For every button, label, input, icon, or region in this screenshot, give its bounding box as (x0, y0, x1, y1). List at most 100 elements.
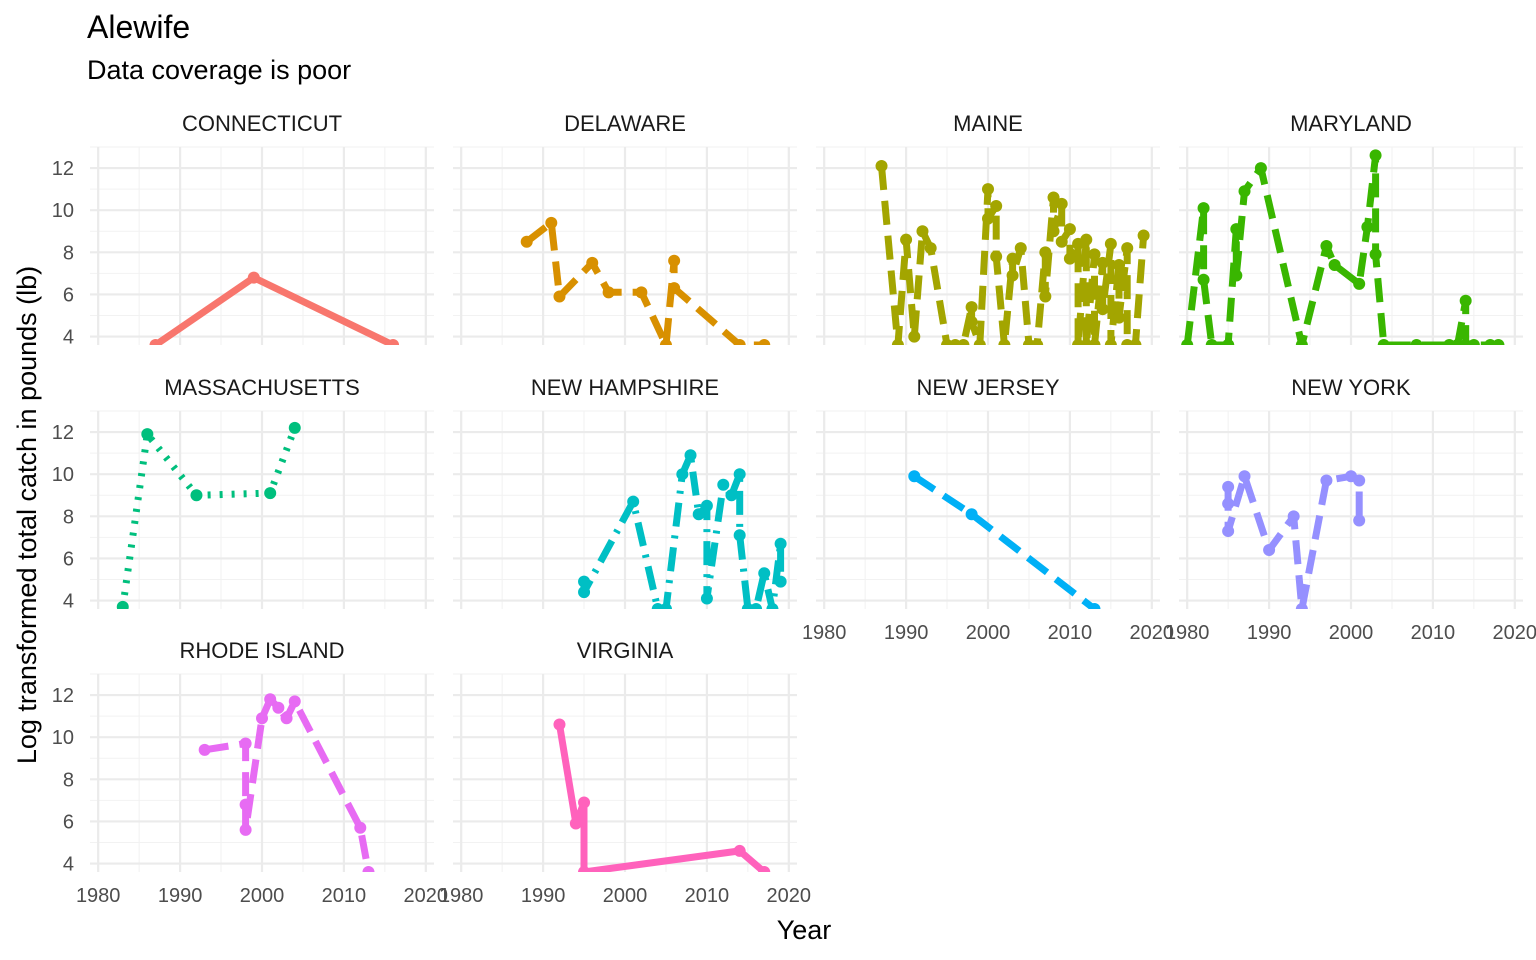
facet-label-rhode-island: RHODE ISLAND (179, 638, 344, 663)
data-point-new-hampshire (578, 575, 591, 588)
y-tick-label: 6 (63, 284, 74, 306)
y-tick-label: 12 (52, 158, 74, 180)
data-point-maine (982, 183, 994, 196)
series-new-york (1222, 470, 1366, 609)
x-tick-label: 2000 (240, 885, 285, 907)
data-point-delaware (668, 254, 681, 267)
panel-new-hampshire: NEW HAMPSHIRE (453, 375, 797, 609)
data-point-new-hampshire (659, 603, 672, 609)
y-tick-label: 10 (52, 200, 74, 222)
data-point-delaware (733, 339, 746, 345)
y-tick-label: 6 (63, 548, 74, 570)
data-point-new-york (1222, 480, 1235, 493)
y-tick-label: 4 (63, 327, 74, 349)
data-point-new-york (1295, 603, 1308, 609)
panel-rhode-island: RHODE ISLAND 4 6 8 10 12 1980 1990 2000 2010 2020 (52, 638, 448, 907)
data-point-maryland (1238, 185, 1251, 198)
data-point-maine (1047, 225, 1060, 238)
series-maryland (1181, 149, 1505, 345)
facet-label-maryland: MARYLAND (1290, 111, 1412, 136)
data-point-new-hampshire (733, 529, 746, 542)
data-point-maine (1096, 256, 1109, 269)
x-tick-label: 2000 (1329, 622, 1374, 644)
data-point-delaware (659, 339, 672, 345)
panel-massachusetts: MASSACHUSETTS 4 6 8 10 12 (52, 375, 434, 613)
data-point-delaware (586, 256, 599, 269)
data-point-virginia (569, 817, 582, 830)
data-point-delaware (545, 216, 558, 229)
data-point-maine (973, 339, 986, 345)
data-point-new-jersey (908, 470, 921, 483)
y-tick-label: 4 (63, 591, 74, 613)
data-point-rhode-island (272, 701, 285, 714)
x-tick-label: 1980 (76, 885, 121, 907)
data-point-massachusetts (190, 489, 203, 502)
data-point-new-hampshire (717, 478, 730, 491)
data-point-new-hampshire (774, 575, 787, 588)
data-point-maryland (1222, 339, 1235, 345)
data-point-new-york (1222, 497, 1235, 510)
data-point-new-jersey (1088, 603, 1101, 609)
data-point-new-hampshire (750, 603, 763, 609)
x-tick-label: 2010 (685, 885, 730, 907)
data-point-maryland (1181, 339, 1194, 345)
data-point-new-hampshire (725, 489, 738, 502)
x-axis-title: Year (777, 915, 832, 945)
data-point-new-hampshire (692, 508, 705, 521)
panel-new-jersey: NEW JERSEY 1980 1990 2000 2010 2020 (802, 375, 1174, 644)
data-point-maine (1031, 339, 1044, 345)
data-point-virginia (578, 796, 591, 809)
data-point-maine (1063, 252, 1076, 265)
facet-label-virginia: VIRGINIA (577, 638, 674, 663)
y-tick-label: 12 (52, 685, 74, 707)
series-connecticut (149, 271, 400, 345)
data-point-maryland (1361, 221, 1374, 234)
x-tick-label: 1980 (439, 885, 484, 907)
data-point-maine (1039, 246, 1052, 259)
y-tick-label: 10 (52, 727, 74, 749)
data-point-maine (990, 250, 1003, 263)
data-point-maine (1055, 235, 1068, 248)
data-point-rhode-island (239, 798, 252, 811)
data-point-connecticut (387, 339, 400, 345)
panel-delaware: DELAWARE (453, 111, 797, 345)
data-point-maine (924, 242, 937, 255)
data-point-new-york (1320, 474, 1333, 487)
data-point-rhode-island (280, 712, 293, 725)
data-point-maine (990, 199, 1003, 212)
data-point-new-hampshire (766, 603, 779, 609)
x-tick-label: 2020 (404, 885, 449, 907)
data-point-new-hampshire (578, 586, 591, 599)
series-line-maryland (1183, 151, 1499, 345)
series-line-maine (878, 165, 1148, 345)
data-point-new-hampshire (758, 567, 771, 580)
data-point-maryland (1295, 339, 1308, 345)
data-point-rhode-island (362, 866, 375, 872)
facet-label-massachusetts: MASSACHUSETTS (164, 375, 360, 400)
data-point-maryland (1467, 339, 1480, 345)
data-point-rhode-island (264, 693, 277, 706)
x-tick-label: 1990 (1247, 622, 1292, 644)
data-point-delaware (758, 339, 771, 345)
x-tick-label: 2020 (1130, 622, 1175, 644)
x-tick-label: 1980 (1165, 622, 1210, 644)
x-tick-label: 1990 (521, 885, 566, 907)
data-point-maine (1137, 229, 1150, 242)
y-tick-label: 4 (63, 854, 74, 876)
chart-subtitle: Data coverage is poor (87, 55, 351, 85)
panel-virginia: VIRGINIA 1980 1990 2000 2010 2020 (439, 638, 811, 907)
facet-label-new-york: NEW YORK (1291, 375, 1411, 400)
chart-title: Alewife (87, 9, 190, 45)
data-point-maine (998, 339, 1011, 345)
x-tick-label: 2000 (603, 885, 648, 907)
data-point-new-hampshire (733, 468, 746, 481)
facet-label-new-jersey: NEW JERSEY (916, 375, 1059, 400)
data-point-maryland (1320, 240, 1333, 252)
data-point-new-hampshire (700, 592, 713, 605)
series-virginia (553, 718, 771, 872)
data-point-new-hampshire (774, 537, 787, 550)
panel-connecticut: CONNECTICUT 4 6 8 10 12 (52, 111, 434, 349)
series-line-new-jersey (912, 473, 1097, 609)
series-new-jersey (908, 470, 1101, 609)
